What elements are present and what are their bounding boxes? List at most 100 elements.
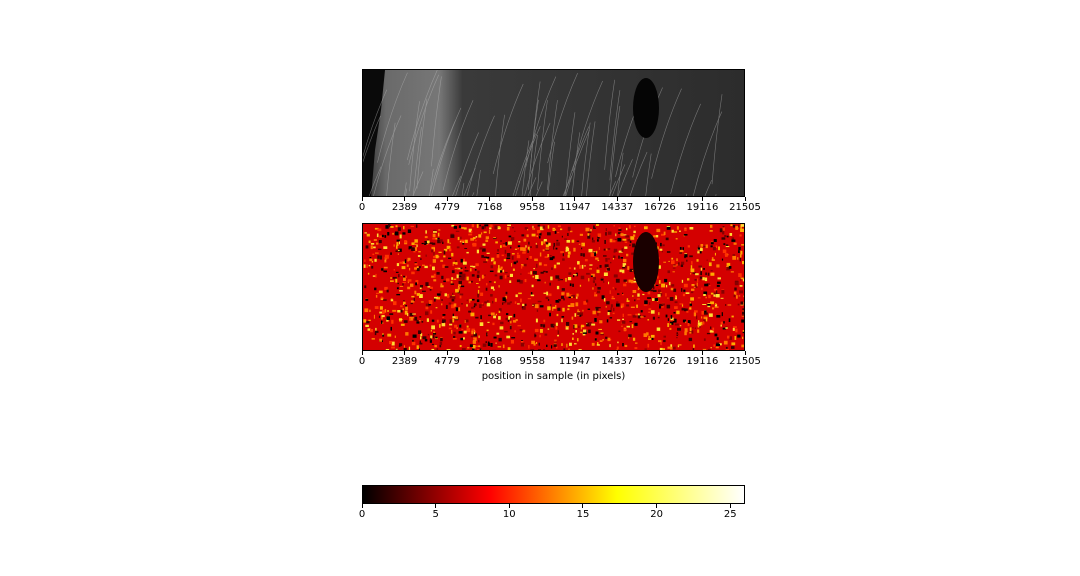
- texture-cell: [725, 346, 728, 350]
- texture-cell: [703, 312, 708, 315]
- texture-cell: [584, 259, 588, 262]
- texture-cell: [512, 320, 517, 323]
- texture-cell: [622, 293, 624, 296]
- texture-cell: [597, 287, 601, 290]
- texture-cell: [697, 247, 701, 250]
- texture-cell: [397, 310, 401, 313]
- texture-cell: [617, 341, 619, 344]
- texture-cell: [539, 329, 543, 333]
- texture-cell: [577, 309, 579, 313]
- texture-cell: [430, 330, 432, 332]
- x-axis-top: 0 2389 4779 7168 9558 11947 14337 16726 19116 215…: [359, 197, 761, 217]
- texture-cell: [707, 272, 710, 276]
- texture-cell: [452, 261, 456, 265]
- texture-cell: [364, 232, 367, 234]
- texture-cell: [719, 228, 724, 233]
- texture-cell: [494, 298, 497, 302]
- texture-cell: [369, 309, 371, 312]
- texture-cell: [581, 264, 584, 269]
- texture-cell: [690, 297, 694, 301]
- texture-cell: [532, 304, 534, 306]
- texture-cell: [525, 245, 527, 248]
- texture-cell: [709, 230, 713, 232]
- texture-cell: [543, 264, 548, 267]
- texture-cell: [464, 266, 467, 269]
- texture-cell: [508, 317, 510, 320]
- texture-cell: [595, 306, 599, 311]
- texture-cell: [673, 264, 677, 266]
- texture-streak: [412, 171, 424, 196]
- texture-cell: [600, 333, 604, 336]
- texture-cell: [419, 320, 421, 322]
- texture-cell: [672, 271, 675, 273]
- texture-cell: [538, 342, 540, 346]
- texture-cell: [742, 278, 744, 282]
- texture-cell: [462, 242, 465, 245]
- texture-cell: [564, 238, 567, 240]
- texture-cell: [681, 304, 684, 307]
- texture-cell: [546, 242, 549, 245]
- texture-cell: [731, 342, 736, 346]
- texture-cell: [502, 244, 507, 248]
- texture-cell: [733, 291, 737, 295]
- texture-cell: [603, 272, 608, 276]
- texture-streak: [524, 122, 551, 196]
- texture-cell: [407, 257, 411, 261]
- texture-cell: [669, 297, 674, 301]
- texture-cell: [533, 271, 537, 275]
- texture-cell: [700, 244, 704, 247]
- texture-cell: [701, 316, 703, 319]
- texture-cell: [635, 342, 638, 344]
- texture-cell: [530, 246, 532, 248]
- texture-cell: [382, 333, 384, 336]
- texture-cell: [400, 305, 403, 308]
- texture-cell: [661, 233, 665, 236]
- texture-cell: [589, 264, 593, 266]
- texture-cell: [535, 318, 538, 323]
- texture-cell: [510, 320, 512, 324]
- texture-cell: [374, 227, 379, 230]
- texture-cell: [444, 293, 447, 297]
- texture-cell: [695, 273, 699, 276]
- texture-cell: [580, 326, 583, 330]
- texture-cell: [712, 246, 716, 251]
- texture-cell: [429, 338, 432, 341]
- texture-cell: [652, 289, 657, 292]
- texture-cell: [702, 245, 707, 248]
- texture-cell: [689, 303, 692, 306]
- texture-cell: [501, 254, 504, 257]
- texture-cell: [419, 294, 423, 298]
- texture-cell: [729, 233, 733, 236]
- texture-cell: [461, 276, 465, 281]
- texture-cell: [715, 303, 717, 305]
- texture-cell: [732, 255, 737, 260]
- colorbar-tick-mark: [656, 504, 658, 508]
- texture-cell: [539, 226, 544, 231]
- texture-cell: [542, 324, 546, 328]
- texture-cell: [659, 347, 663, 350]
- texture-cell: [454, 316, 459, 320]
- texture-cell: [478, 286, 481, 288]
- texture-cell: [619, 269, 622, 273]
- texture-cell: [691, 288, 695, 291]
- texture-streak: [373, 115, 402, 196]
- texture-streak: [406, 70, 438, 161]
- texture-cell: [469, 299, 473, 301]
- texture-cell: [712, 327, 715, 332]
- texture-cell: [500, 245, 502, 248]
- texture-cell: [718, 343, 722, 346]
- texture-cell: [477, 345, 481, 347]
- texture-cell: [612, 312, 615, 315]
- texture-cell: [553, 264, 557, 269]
- texture-streak: [363, 115, 381, 163]
- texture-cell: [667, 323, 670, 327]
- texture-cell: [399, 261, 404, 264]
- texture-cell: [376, 292, 379, 294]
- texture-cell: [694, 279, 697, 281]
- texture-cell: [469, 300, 471, 303]
- texture-cell: [650, 334, 655, 338]
- texture-cell: [433, 298, 436, 302]
- texture-cell: [374, 332, 377, 336]
- texture-cell: [506, 335, 510, 339]
- texture-cell: [702, 304, 707, 305]
